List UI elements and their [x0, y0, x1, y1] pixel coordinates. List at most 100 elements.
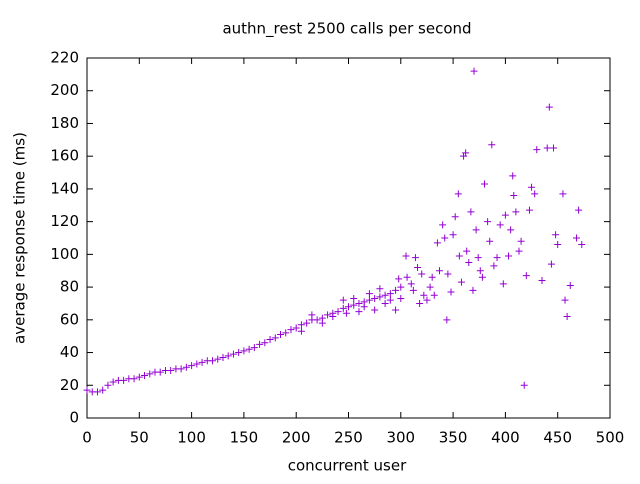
x-tick-label: 300 [386, 429, 415, 447]
point [478, 273, 486, 281]
y-tick-label: 20 [60, 376, 79, 394]
point [350, 301, 358, 309]
point [545, 103, 553, 111]
point [472, 226, 480, 234]
point [188, 362, 196, 370]
point [345, 303, 352, 311]
point [250, 344, 258, 352]
point [219, 353, 227, 361]
point [436, 267, 444, 275]
point [392, 306, 400, 314]
point [376, 293, 384, 301]
point [414, 263, 422, 271]
point [386, 290, 394, 298]
point [130, 375, 138, 383]
y-tick-label: 120 [50, 212, 79, 230]
y-tick-label: 100 [50, 245, 79, 263]
point [552, 231, 560, 239]
point [256, 340, 264, 348]
point [561, 296, 569, 304]
point [297, 321, 305, 329]
point [447, 288, 455, 296]
y-tick-label: 40 [60, 343, 79, 361]
x-tick-label: 50 [130, 429, 149, 447]
point [454, 190, 462, 198]
point [465, 259, 473, 267]
point [395, 275, 403, 283]
point [433, 239, 441, 247]
point [271, 334, 279, 342]
y-tick-label: 140 [50, 179, 79, 197]
point [360, 303, 368, 311]
point [229, 350, 237, 358]
point [109, 378, 117, 386]
point [287, 326, 295, 334]
point [531, 190, 539, 198]
point [543, 144, 551, 152]
point [439, 221, 447, 229]
point [470, 67, 478, 75]
point [407, 280, 415, 288]
point [517, 237, 525, 245]
point [510, 191, 518, 199]
point [392, 286, 400, 294]
chart-title: authn_rest 2500 calls per second [222, 20, 471, 39]
point [318, 319, 326, 327]
plot-frame [86, 57, 611, 419]
point [313, 316, 321, 324]
point [93, 388, 101, 396]
point [141, 371, 149, 379]
point [411, 254, 419, 262]
point [135, 373, 143, 381]
point [303, 319, 311, 327]
point [554, 241, 562, 249]
point [209, 357, 217, 365]
point [575, 206, 583, 214]
x-tick-label: 350 [439, 429, 468, 447]
point [308, 311, 316, 319]
point [365, 290, 373, 298]
point [261, 339, 269, 347]
point [240, 347, 248, 355]
y-tick-label: 220 [50, 49, 79, 67]
point [451, 213, 459, 221]
point [386, 296, 394, 304]
point [198, 358, 206, 366]
point [334, 308, 342, 316]
point [573, 234, 581, 242]
point [496, 221, 504, 229]
point [416, 299, 424, 307]
x-tick-label: 150 [230, 429, 259, 447]
point [397, 283, 405, 291]
point [512, 208, 520, 216]
point [467, 208, 475, 216]
point [578, 241, 586, 249]
point [444, 270, 452, 278]
point [324, 311, 332, 319]
point [550, 144, 558, 152]
point [455, 252, 463, 260]
point [474, 254, 482, 262]
y-tick-label: 200 [50, 81, 79, 99]
point [490, 262, 498, 270]
point [402, 252, 410, 260]
point [167, 367, 175, 375]
point [443, 316, 451, 324]
x-tick-label: 250 [334, 429, 363, 447]
point [146, 370, 154, 378]
point [277, 331, 285, 339]
point [484, 218, 492, 226]
point [224, 352, 232, 360]
point [430, 291, 438, 299]
point [449, 231, 457, 239]
x-axis-label: concurrent user [288, 457, 407, 475]
point [104, 381, 112, 389]
point [426, 283, 434, 291]
point [214, 355, 222, 363]
y-tick-label: 0 [69, 409, 79, 427]
x-tick-label: 500 [596, 429, 625, 447]
point [457, 278, 465, 286]
point [235, 349, 243, 357]
x-tick-label: 100 [177, 429, 206, 447]
